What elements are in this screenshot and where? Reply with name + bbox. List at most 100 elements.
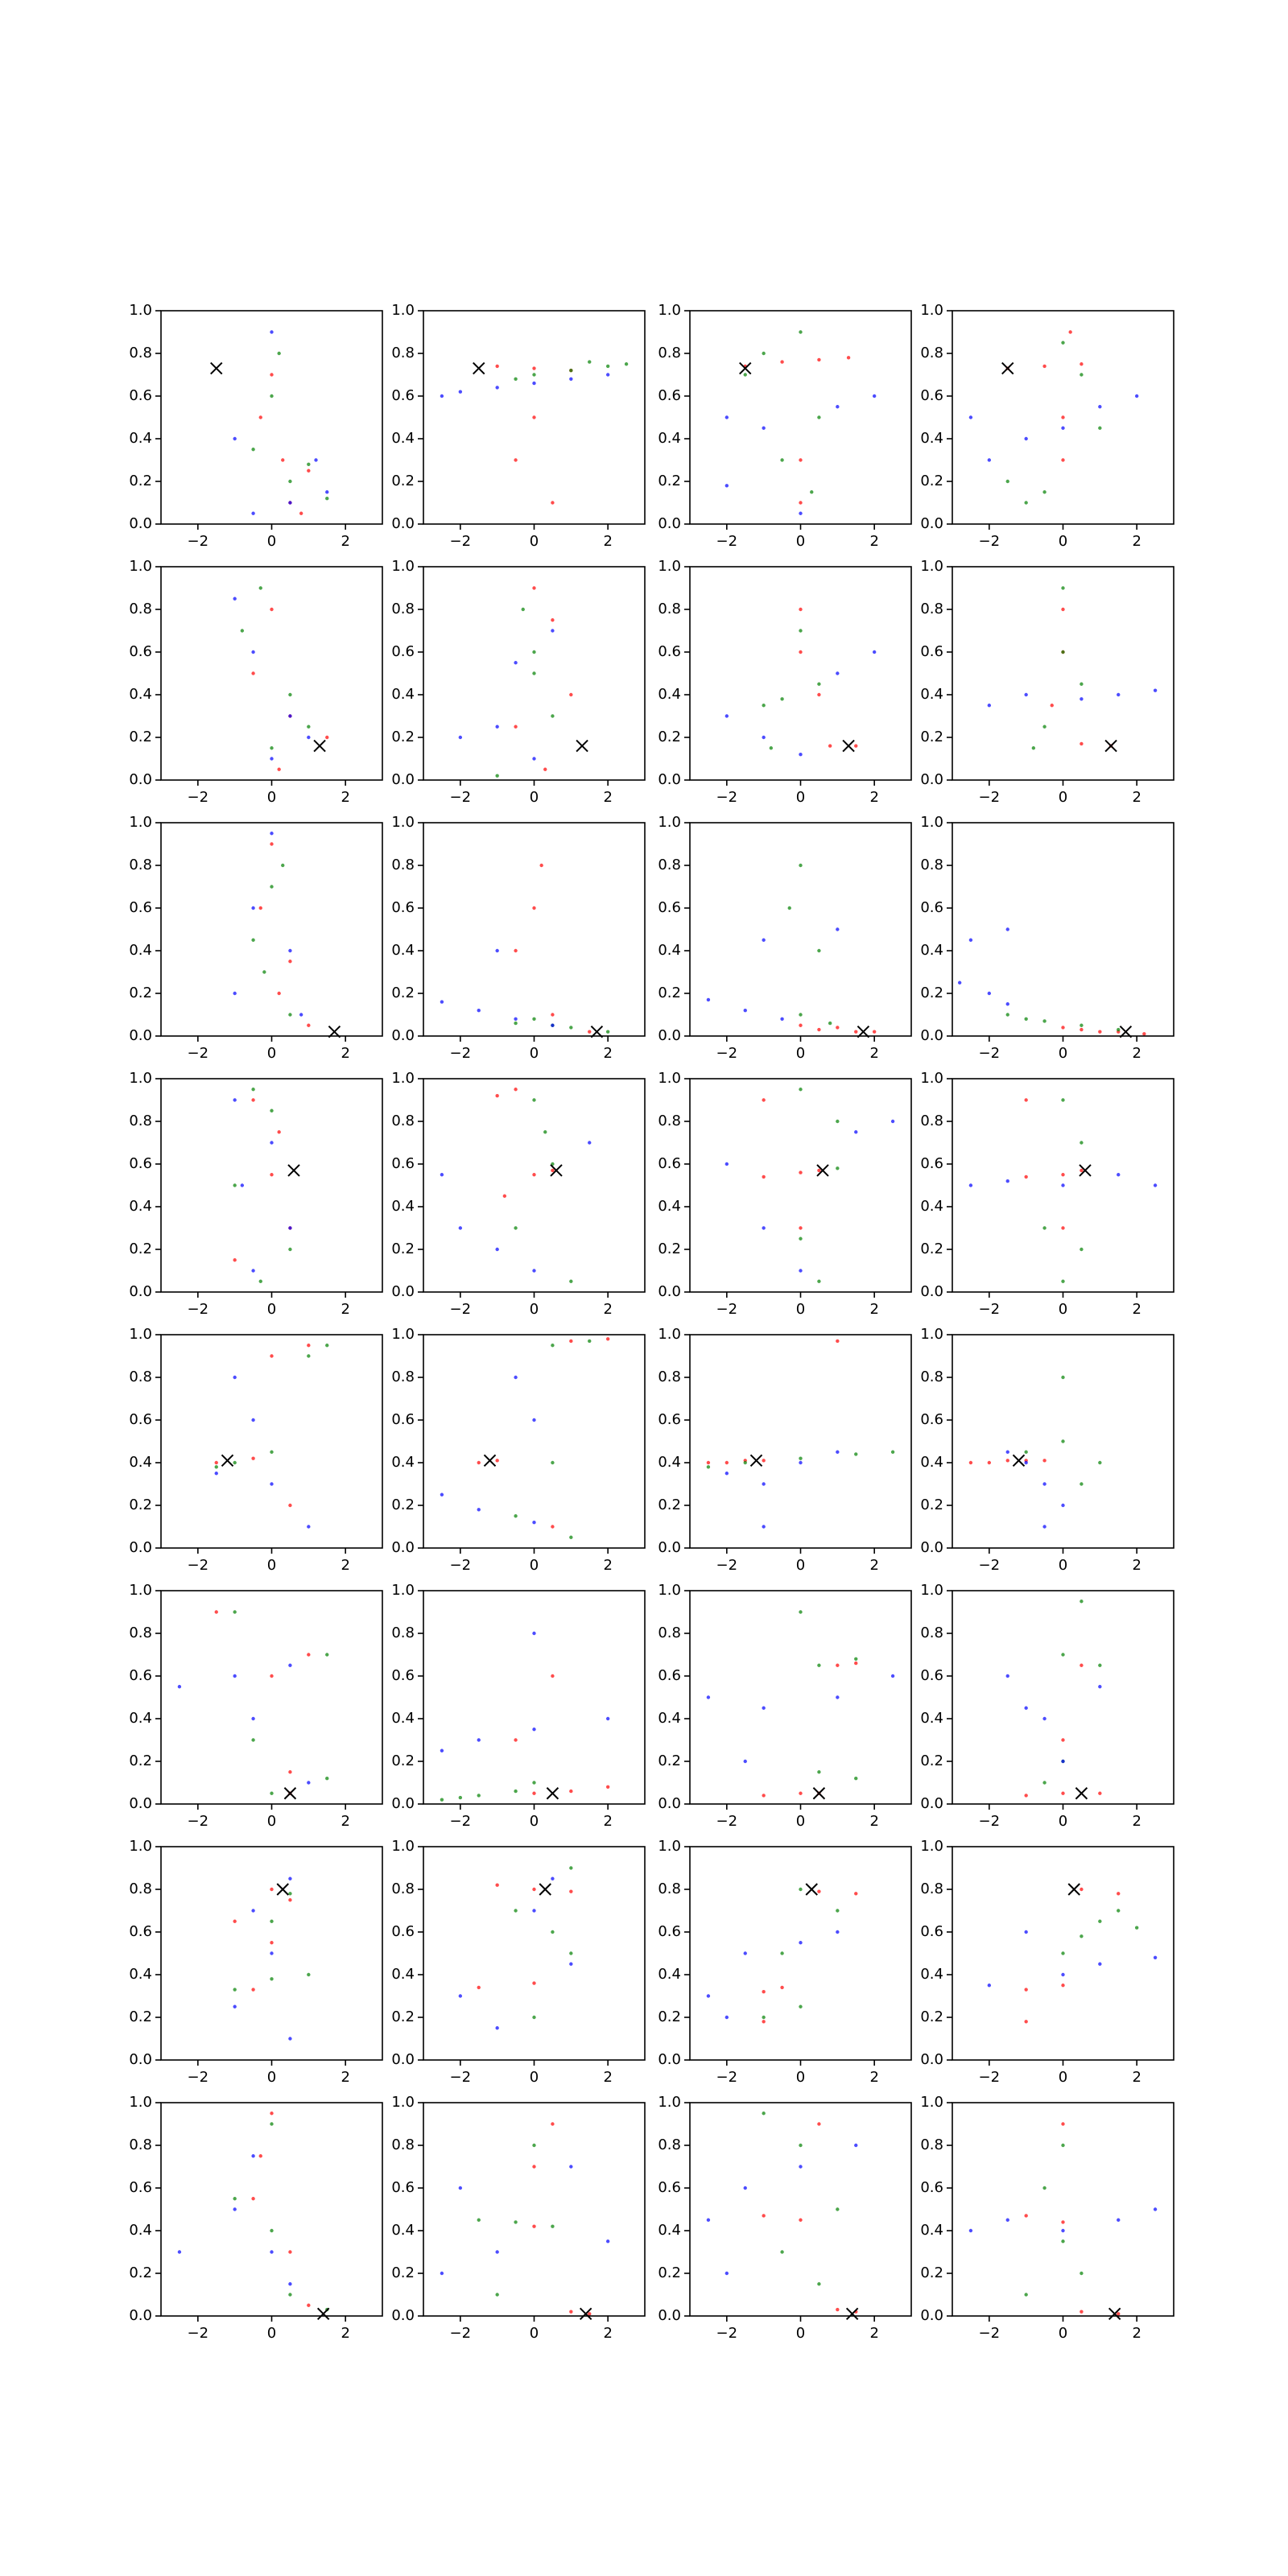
point	[817, 1889, 821, 1893]
point	[288, 2293, 292, 2297]
x-tick-label: 2	[341, 1045, 349, 1062]
point	[836, 1166, 840, 1170]
y-tick-label: 0.8	[129, 2136, 152, 2153]
x-marker	[749, 1454, 763, 1468]
panel: −2 0 2 0.0 0.2 0.4 0.6 0.8 1.0	[658, 1326, 912, 1574]
point	[270, 607, 274, 612]
point	[817, 357, 821, 362]
point	[762, 1174, 766, 1179]
point	[477, 1738, 481, 1742]
point	[532, 1017, 536, 1022]
y-tick-label: 0.4	[920, 686, 943, 703]
x-tick-label: −2	[188, 789, 209, 806]
point	[817, 415, 821, 419]
y-tick-label: 0.8	[391, 1880, 415, 1897]
point	[1153, 2207, 1158, 2211]
point	[724, 415, 729, 419]
point	[780, 697, 784, 701]
y-tick-label: 0.4	[129, 686, 152, 703]
x-tick-label: 2	[1132, 2069, 1141, 2086]
point	[1024, 1460, 1028, 1465]
point	[1024, 1174, 1028, 1179]
point	[233, 436, 237, 441]
point	[299, 511, 303, 515]
point	[307, 2303, 311, 2307]
point	[532, 2224, 536, 2228]
x-tick-label: 0	[530, 2069, 539, 2086]
y-tick-label: 0.6	[129, 1411, 152, 1428]
point	[569, 1951, 573, 1955]
point	[569, 1962, 573, 1966]
axes-frame	[689, 566, 912, 781]
point	[1024, 2214, 1028, 2218]
point	[288, 1876, 292, 1880]
point	[1061, 586, 1065, 590]
point	[762, 1459, 766, 1463]
point	[1061, 1026, 1065, 1030]
point	[307, 1354, 311, 1358]
point	[1061, 458, 1065, 462]
x-tick-label: −2	[979, 533, 1001, 550]
y-tick-label: 1.0	[658, 558, 681, 575]
point	[1080, 2310, 1084, 2314]
y-tick-label: 0.8	[129, 1880, 152, 1897]
point	[1061, 2240, 1065, 2244]
point	[251, 1098, 255, 1102]
point	[251, 1456, 255, 1460]
point	[551, 1344, 555, 1348]
point	[270, 1674, 274, 1678]
point	[532, 1781, 536, 1785]
plot-area	[987, 1887, 1158, 2024]
x-tick-label: 2	[869, 2069, 878, 2086]
point	[288, 692, 292, 697]
point	[281, 458, 285, 462]
point	[799, 1887, 803, 1892]
point	[277, 767, 281, 771]
y-tick-label: 0.6	[658, 1923, 681, 1940]
point	[1005, 1450, 1009, 1454]
point	[251, 1418, 255, 1422]
point	[233, 1375, 237, 1380]
point	[1061, 1984, 1065, 1988]
point	[569, 2310, 573, 2314]
point	[543, 1130, 547, 1134]
point	[1024, 1450, 1028, 1454]
point	[458, 390, 463, 394]
y-tick-label: 0.8	[920, 1368, 943, 1385]
y-tick-label: 0.0	[658, 1539, 681, 1556]
plot-area	[233, 1088, 292, 1283]
point	[872, 650, 877, 654]
point	[706, 1465, 711, 1469]
y-tick-label: 1.0	[920, 1838, 943, 1855]
point	[514, 1514, 518, 1518]
point	[817, 1770, 821, 1774]
y-tick-label: 0.2	[129, 985, 152, 1001]
y-tick-label: 0.4	[129, 1710, 152, 1727]
panel: −2 0 2 0.0 0.2 0.4 0.6 0.8 1.0	[129, 1582, 383, 1830]
point	[1024, 1017, 1028, 1022]
point	[214, 1465, 218, 1469]
y-tick-label: 0.6	[391, 643, 415, 660]
point	[1042, 1459, 1046, 1463]
panel: −2 0 2 0.0 0.2 0.4 0.6 0.8 1.0	[658, 1582, 912, 1830]
point	[532, 650, 536, 654]
x-marker	[1012, 1454, 1026, 1468]
y-tick-label: 0.8	[129, 601, 152, 617]
point	[968, 1183, 973, 1187]
point	[588, 1030, 592, 1034]
point	[539, 863, 543, 868]
plot-area	[440, 863, 610, 1034]
point	[706, 1460, 711, 1465]
point	[743, 1951, 747, 1955]
y-tick-label: 0.4	[391, 2222, 415, 2239]
point	[514, 1738, 518, 1742]
x-tick-label: 0	[530, 1557, 539, 1574]
x-tick-label: 0	[530, 1813, 539, 1830]
y-tick-label: 0.4	[658, 2222, 681, 2239]
y-tick-label: 0.6	[129, 2179, 152, 2196]
point	[828, 744, 832, 748]
point	[270, 330, 274, 334]
point	[799, 650, 803, 654]
point	[817, 692, 821, 697]
